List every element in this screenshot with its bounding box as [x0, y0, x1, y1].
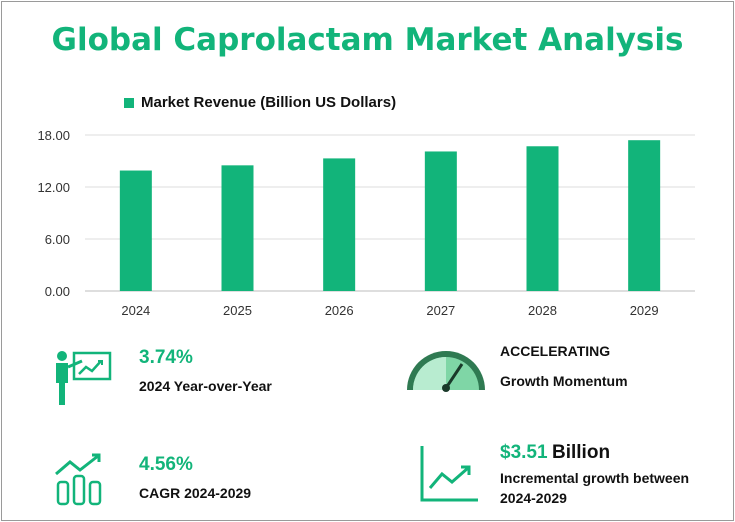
- kpi-incremental: $3.51 Billion Incremental growth between…: [500, 442, 689, 506]
- y-tick-label: 18.00: [37, 128, 70, 143]
- kpi-incremental-label-1: Incremental growth between: [500, 470, 690, 486]
- bar-chart: 0.00 6.00 12.00 18.00 2024 2025 2026 2027 2028 20…: [37, 128, 695, 318]
- x-tick-label: 2028: [528, 303, 557, 318]
- page-title: Global Caprolactam Market Analysis: [51, 22, 684, 58]
- legend-swatch: [124, 97, 134, 108]
- y-tick-label: 6.00: [45, 232, 70, 247]
- y-tick-label: 0.00: [45, 284, 70, 299]
- x-tick-label: 2027: [426, 303, 455, 318]
- kpi-incremental-value: $3.51: [500, 442, 548, 463]
- kpi-yoy-value: 3.74%: [139, 347, 193, 368]
- kpi-momentum: ACCELERATING Growth Momentum: [500, 343, 628, 389]
- presentation-chart-icon: [56, 351, 112, 405]
- bar: [424, 151, 457, 291]
- x-tick-label: 2025: [223, 303, 252, 318]
- chart-legend: Market Revenue (Billion US Dollars): [124, 94, 396, 111]
- kpi-incremental-label-2: 2024-2029: [500, 490, 567, 506]
- y-tick-label: 12.00: [37, 180, 70, 195]
- x-tick-label: 2029: [630, 303, 659, 318]
- bar: [628, 140, 661, 291]
- kpi-momentum-label: Growth Momentum: [500, 373, 628, 389]
- bar: [221, 165, 254, 291]
- kpi-yoy: 3.74% 2024 Year-over-Year: [139, 347, 272, 394]
- kpi-incremental-headline: $3.51 Billion: [500, 442, 689, 464]
- gauge-icon: [407, 351, 485, 392]
- kpi-incremental-unit: Billion: [552, 442, 611, 463]
- bar: [119, 170, 152, 291]
- bar: [526, 146, 559, 291]
- kpi-momentum-value: ACCELERATING: [500, 343, 611, 359]
- kpi-yoy-label: 2024 Year-over-Year: [139, 378, 272, 394]
- growth-bars-icon: [55, 453, 102, 506]
- legend-label: Market Revenue (Billion US Dollars): [141, 94, 397, 111]
- bar: [323, 158, 356, 291]
- kpi-cagr-label: CAGR 2024-2029: [139, 485, 252, 501]
- x-tick-label: 2024: [121, 303, 150, 318]
- kpi-cagr-value: 4.56%: [139, 454, 193, 475]
- kpi-cagr: 4.56% CAGR 2024-2029: [139, 454, 251, 501]
- x-tick-label: 2026: [325, 303, 354, 318]
- line-chart-icon: [420, 446, 478, 502]
